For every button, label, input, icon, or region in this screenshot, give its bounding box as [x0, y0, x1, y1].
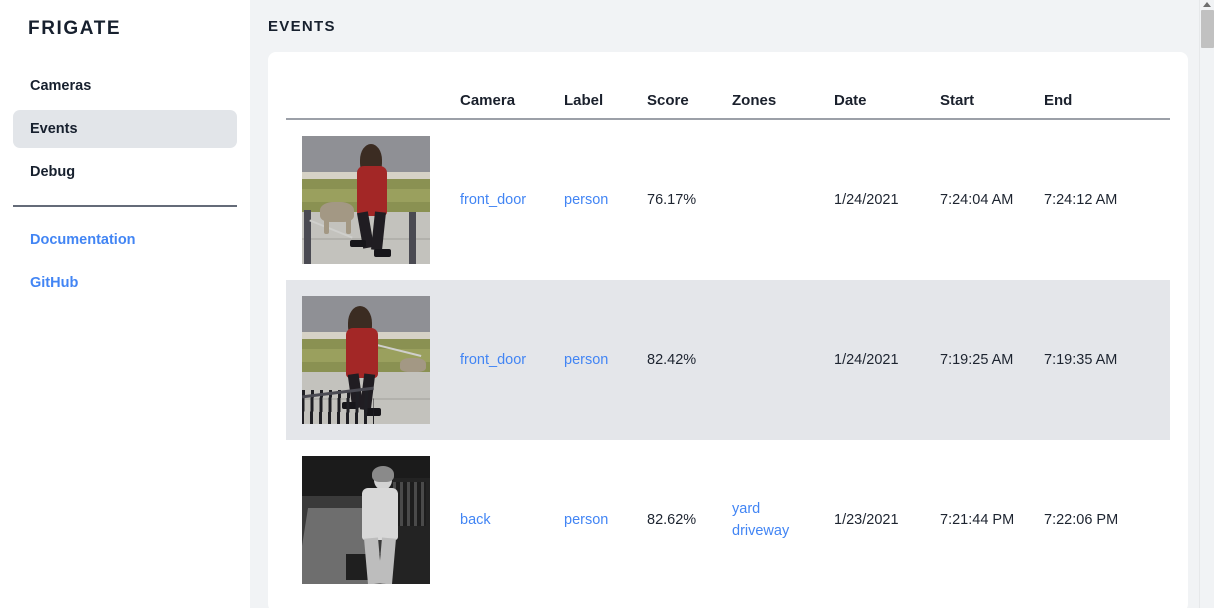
scene-person-coat [346, 328, 378, 378]
table-header-date: Date [834, 92, 867, 109]
event-camera[interactable]: front_door [460, 351, 527, 368]
page-title: EVENTS [268, 18, 336, 35]
table-header-zones: Zones [732, 92, 777, 109]
event-date: 1/24/2021 [834, 351, 899, 368]
event-label[interactable]: person [564, 191, 609, 208]
event-thumbnail-image[interactable] [302, 136, 430, 264]
table-header-score: Score [647, 92, 689, 109]
event-score: 82.62% [647, 511, 697, 528]
table-header-start: Start [940, 92, 975, 109]
event-thumbnail-cell [286, 296, 460, 424]
event-zones[interactable]: yard driveway [732, 498, 834, 543]
event-start: 7:24:04 AM [940, 191, 1014, 208]
event-date: 1/23/2021 [834, 511, 899, 528]
event-thumbnail-image[interactable] [302, 296, 430, 424]
event-zone-driveway[interactable]: driveway [732, 523, 790, 539]
event-camera[interactable]: front_door [460, 191, 527, 208]
event-thumbnail-cell [286, 136, 460, 264]
event-thumbnail-cell [286, 456, 460, 584]
event-start: 7:19:25 AM [940, 351, 1014, 368]
sidebar-item-debug[interactable]: Debug [30, 164, 76, 181]
scene-dog [320, 202, 354, 222]
event-end: 7:22:06 PM [1044, 511, 1119, 528]
events-table: Camera Label Score Zones Date Start End [268, 52, 1188, 600]
sidebar-link-github[interactable]: GitHub [30, 275, 79, 292]
scene-dog-leg-2 [346, 218, 351, 234]
table-row[interactable]: front_door person 82.42% 1/24/2021 7:19:… [286, 280, 1170, 440]
app-brand-title: FRIGATE [28, 18, 122, 39]
scrollbar-thumb[interactable] [1201, 10, 1214, 48]
scene-timestamp-overlay [328, 457, 333, 465]
event-date: 1/24/2021 [834, 191, 899, 208]
table-row[interactable]: front_door person 76.17% 1/24/2021 7:24:… [286, 120, 1170, 280]
event-score: 82.42% [647, 351, 697, 368]
table-row[interactable]: back person 82.62% yard driveway 1/23/20… [286, 440, 1170, 600]
event-camera[interactable]: back [460, 511, 491, 528]
event-start: 7:21:44 PM [940, 511, 1015, 528]
scene-post-left [304, 210, 311, 264]
sidebar-external-links: Documentation GitHub [0, 221, 250, 302]
events-card: Camera Label Score Zones Date Start End [268, 52, 1188, 608]
scroll-up-arrow-icon[interactable] [1203, 2, 1211, 7]
table-header-label: Label [564, 92, 604, 109]
sidebar-item-cameras[interactable]: Cameras [30, 77, 92, 94]
sidebar-nav: Cameras Events Debug [0, 67, 250, 191]
scene-person-coat [357, 166, 387, 216]
event-zone-yard[interactable]: yard [732, 500, 761, 517]
event-thumbnail-image[interactable] [302, 456, 430, 584]
event-label[interactable]: person [564, 351, 609, 368]
event-end: 7:19:35 AM [1044, 351, 1118, 368]
sidebar: FRIGATE Cameras Events Debug Documentati… [0, 0, 250, 608]
table-header-end: End [1044, 92, 1073, 109]
main-content: EVENTS Camera Label Score Zones Date Sta… [250, 0, 1214, 608]
event-label[interactable]: person [564, 511, 609, 528]
event-score: 76.17% [647, 191, 697, 208]
table-header-row: Camera Label Score Zones Date Start End [286, 52, 1170, 120]
scene-person-hair [372, 466, 394, 482]
scene-person-shirt [362, 488, 398, 540]
scene-dog [400, 358, 426, 372]
scene-person-shoe-2 [374, 249, 391, 257]
event-end: 7:24:12 AM [1044, 191, 1118, 208]
scene-person-shoe [350, 240, 366, 247]
page-scrollbar[interactable] [1199, 0, 1214, 608]
sidebar-link-documentation[interactable]: Documentation [30, 232, 136, 249]
sidebar-divider [13, 205, 237, 208]
scene-post-right [409, 212, 416, 264]
table-header-camera: Camera [460, 92, 516, 109]
scene-dog-leg [324, 218, 329, 234]
sidebar-item-events[interactable]: Events [13, 109, 237, 149]
